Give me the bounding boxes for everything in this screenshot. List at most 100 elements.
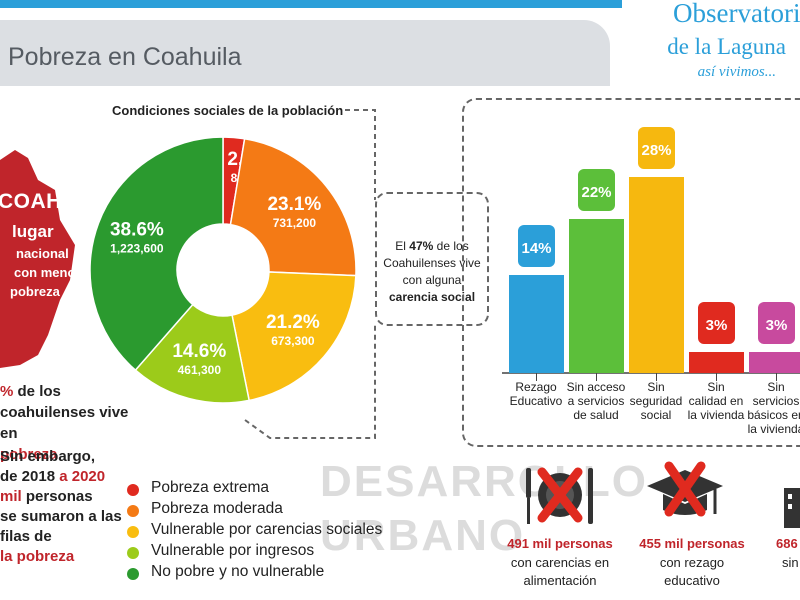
stat2-line-5: la pobreza: [0, 548, 75, 565]
bar-category-line: la vivienda: [747, 422, 800, 436]
bar-icon: [518, 225, 555, 267]
pie-count-label: 461,300: [178, 363, 222, 377]
poverty-change-stat: Sin embargo, de 2018 a 2020 mil personas…: [0, 447, 140, 567]
header-bar: Pobreza en Coahuila Observatorio de la L…: [0, 0, 800, 90]
stat2-line-1: Sin embargo,: [0, 448, 96, 465]
card-1-line-3: alimentación: [523, 573, 597, 588]
card-2-line-2: con rezago: [659, 555, 725, 570]
card-1-line-2: con carencias en: [510, 555, 610, 570]
stat2-line-2a: de 2018: [0, 468, 56, 485]
card-1-value: 491 mil personas: [507, 536, 613, 551]
pie-count-label: 1,223,600: [110, 242, 164, 256]
legend-label: No pobre y no vulnerable: [151, 563, 325, 580]
poverty-stat: % de los coahuilenses vive en pobreza: [0, 381, 140, 465]
legend-swatch: [127, 484, 139, 496]
pie-slice: [134, 303, 251, 404]
card-2-line-3: educativo: [664, 573, 720, 588]
brand-logo: Observatorio de la Laguna así vivimos...: [622, 0, 800, 90]
bar-category-line: a servicios: [567, 394, 625, 408]
bar-category-line: calidad en: [688, 394, 744, 408]
rank-line-4: pobreza: [10, 284, 60, 299]
legend-label: Vulnerable por carencias sociales: [151, 521, 383, 538]
stat1-text: de los: [17, 383, 61, 400]
stat2-line-3a: mil: [0, 488, 22, 505]
legend-swatch: [127, 547, 139, 559]
bar-category-line: seguridad: [629, 394, 683, 408]
bar-category-line: Sin acceso: [566, 380, 626, 394]
bar-category-line: Educativo: [509, 394, 563, 408]
page-title: Pobreza en Coahuila: [8, 43, 242, 71]
top-accent-strip: [0, 0, 630, 8]
callout-pct: 47%: [409, 239, 434, 253]
stat2-line-3b: personas: [25, 488, 93, 505]
pie-pct-label: 23.1%: [267, 194, 321, 215]
bar-value-label: 14%: [521, 240, 551, 257]
brand-tagline: así vivimos...: [697, 64, 776, 80]
bar-category-label: Sin acceso a servicios de salud: [565, 380, 627, 422]
bar-category-label: Sin seguridad social: [625, 380, 687, 422]
stat1-line-3: pobreza: [0, 446, 58, 463]
card-3-value: 686: [776, 536, 798, 551]
bar-chart: 14% 22% 28% 3% 3%: [502, 127, 800, 381]
pie-slice: [89, 136, 224, 372]
rank-line-2: nacional: [16, 246, 69, 261]
state-name: COAHUILA: [0, 190, 113, 213]
stat1-value: %: [0, 383, 14, 400]
bar-value-label: 22%: [581, 184, 611, 201]
watermark-line-2: URBANO: [320, 511, 526, 560]
brand-line-1: Observatorio: [673, 0, 800, 28]
card-3-line-2: sin: [782, 555, 799, 570]
callout-mid: de los Coahuilenses vive con alguna: [383, 239, 481, 287]
bar-icon: [698, 302, 735, 344]
pie-chart: 2.6%81,00023.1%731,20021.2%673,30014.6%4…: [89, 136, 357, 404]
bar-category-line: la vivienda: [687, 408, 745, 422]
bar-category-line: Rezago: [515, 380, 557, 394]
pie-pct-label: 38.6%: [110, 220, 164, 241]
legend-swatch: [127, 568, 139, 580]
plate-icon: [526, 467, 593, 524]
pie-chart-title: Condiciones sociales de la población: [112, 103, 344, 118]
building-icon: [784, 488, 800, 528]
bar-value-label: 3%: [706, 317, 728, 334]
bar-category-line: social: [640, 408, 672, 422]
stat2-line-2b: a 2020: [59, 468, 106, 485]
bar: [629, 177, 684, 373]
bar: [509, 275, 564, 373]
title-banner: Pobreza en Coahuila: [0, 20, 610, 86]
legend-label: Pobreza extrema: [151, 479, 270, 496]
bar-icon: [638, 127, 675, 169]
callout-bold: carencia social: [388, 290, 476, 304]
brand-line-2: de la Laguna: [667, 34, 786, 59]
bar-category-label: Rezago Educativo: [505, 380, 567, 408]
callout-text: El 47% de los Coahuilenses vive con algu…: [383, 238, 481, 306]
legend-label: Pobreza moderada: [151, 500, 283, 517]
stat1-line-2: coahuilenses vive en: [0, 404, 129, 442]
bar-value-label: 3%: [766, 317, 788, 334]
bar-category-line: Sin: [647, 380, 665, 394]
bar-icon: [578, 169, 615, 211]
legend-label: Vulnerable por ingresos: [151, 542, 315, 559]
rank-line-3: con menor: [14, 265, 81, 280]
bar-category-label: Sin servicios básicos en la vivienda: [745, 380, 800, 436]
bar-icon: [758, 302, 795, 344]
bar-chart-frame: [462, 98, 800, 447]
pie-count-label: 673,300: [271, 334, 315, 348]
callout-box: El 47% de los Coahuilenses vive con algu…: [375, 192, 489, 326]
callout-pre: El: [395, 239, 406, 253]
bar-value-label: 28%: [641, 142, 671, 159]
pie-count-label: 731,200: [273, 216, 317, 230]
bar-category-line: Sin: [707, 380, 725, 394]
pie-pct-label: 14.6%: [172, 341, 226, 362]
card-2-value: 455 mil personas: [639, 536, 745, 551]
bar-category-line: Sin servicios: [752, 380, 800, 408]
graduation-cap-icon: [647, 461, 723, 517]
bar: [569, 219, 624, 373]
legend-swatch: [127, 526, 139, 538]
bar-category-line: básicos en: [747, 408, 800, 422]
legend-swatch: [127, 505, 139, 517]
bar-category-label: Sin calidad en la vivienda: [685, 380, 747, 422]
pie-pct-label: 21.2%: [266, 312, 320, 333]
stat2-line-4: se sumaron a las filas de: [0, 508, 122, 545]
bar: [749, 352, 800, 373]
coahuila-map-icon: [0, 150, 75, 368]
